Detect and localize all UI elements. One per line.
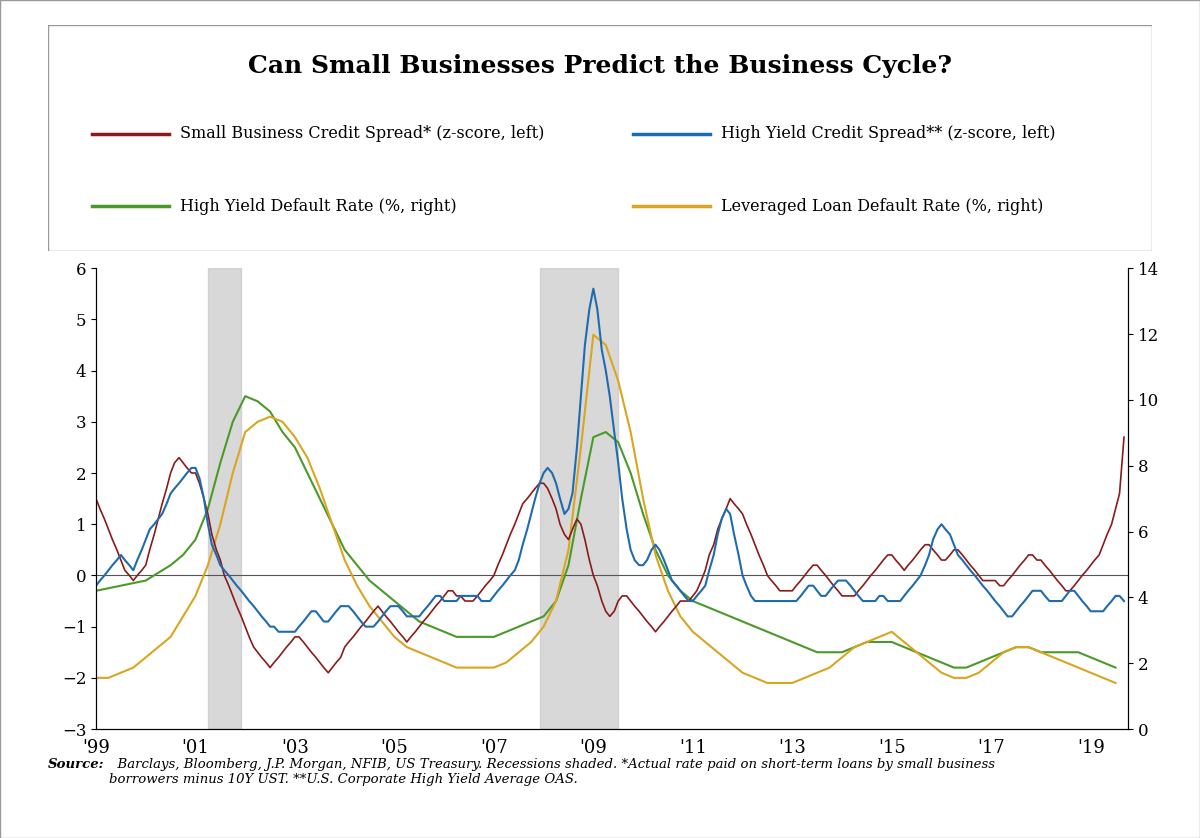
Bar [208, 268, 241, 729]
Text: Can Small Businesses Predict the Business Cycle?: Can Small Businesses Predict the Busines… [248, 54, 952, 78]
Bar [540, 268, 618, 729]
Text: High Yield Default Rate (%, right): High Yield Default Rate (%, right) [180, 198, 457, 215]
Text: High Yield Credit Spread** (z-score, left): High Yield Credit Spread** (z-score, lef… [721, 125, 1056, 142]
Text: Leveraged Loan Default Rate (%, right): Leveraged Loan Default Rate (%, right) [721, 198, 1044, 215]
Text: Small Business Credit Spread* (z-score, left): Small Business Credit Spread* (z-score, … [180, 125, 545, 142]
FancyBboxPatch shape [48, 25, 1152, 251]
Text: Source:: Source: [48, 758, 104, 772]
Text: Barclays, Bloomberg, J.P. Morgan, NFIB, US Treasury. Recessions shaded. *Actual : Barclays, Bloomberg, J.P. Morgan, NFIB, … [109, 758, 995, 786]
